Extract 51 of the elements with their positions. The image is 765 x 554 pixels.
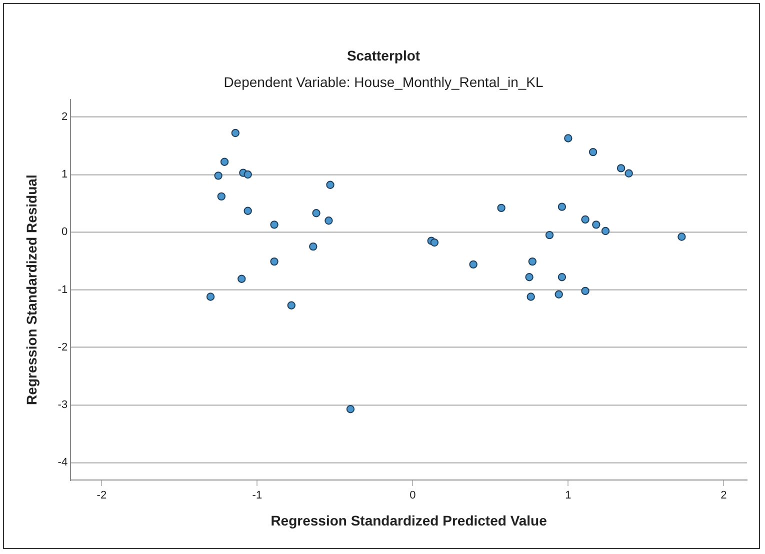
x-axis-title: Regression Standardized Predicted Value (270, 512, 548, 528)
y-tick-label: -3 (58, 399, 68, 412)
x-tick-label: 1 (565, 490, 572, 502)
point (231, 128, 240, 138)
y-tick-label: 1 (61, 168, 68, 181)
point (525, 273, 534, 282)
point (497, 204, 506, 212)
y-tick-label: -2 (58, 341, 68, 354)
point (601, 226, 610, 236)
point (545, 230, 554, 240)
point (588, 148, 598, 156)
point (244, 170, 252, 179)
y-tick-label: 2 (61, 110, 68, 123)
point (554, 290, 563, 299)
point (558, 202, 566, 211)
point (526, 292, 535, 301)
y-tick-label: -4 (58, 456, 68, 469)
point (220, 158, 229, 166)
point (592, 220, 600, 229)
x-tick-label: 2 (720, 490, 727, 502)
point (616, 164, 626, 172)
point (309, 242, 318, 251)
x-tick-label: -2 (96, 490, 107, 502)
point (678, 232, 686, 241)
point (469, 260, 478, 269)
y-tick-label: 0 (61, 226, 68, 238)
point (214, 172, 222, 180)
point (564, 134, 572, 142)
point (244, 206, 252, 215)
point (206, 292, 215, 301)
point (346, 405, 355, 414)
point (430, 238, 439, 247)
point (270, 220, 278, 229)
point (312, 209, 320, 218)
point (581, 215, 590, 224)
point (270, 257, 278, 266)
y-tick-label: -1 (58, 284, 68, 296)
y-axis-title: Regression Standardized Residual (23, 174, 40, 405)
chart-subtitle: Dependent Variable: House_Monthly_Rental_in_KL (224, 74, 544, 90)
point (326, 180, 334, 189)
point (287, 301, 296, 310)
point (217, 192, 226, 201)
x-tick-label: 0 (410, 490, 416, 502)
chart-title: Scatterplot (346, 47, 420, 64)
point (238, 274, 246, 283)
point (624, 169, 633, 178)
x-tick-label: -1 (252, 490, 262, 502)
point (528, 257, 537, 266)
point (581, 286, 590, 296)
point (558, 273, 566, 282)
point (324, 216, 333, 225)
